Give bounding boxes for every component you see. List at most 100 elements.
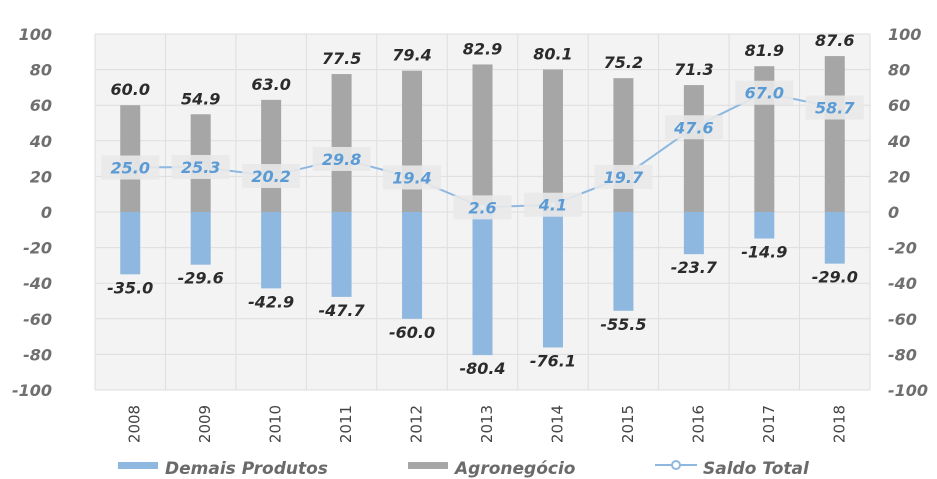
data-label-demais-produtos: -29.6 (178, 269, 224, 288)
bar-agronegocio (331, 74, 352, 212)
y-tick-left: 20 (30, 167, 52, 186)
x-tick-label: 2012 (408, 405, 426, 443)
y-tick-left: 100 (19, 25, 52, 44)
y-tick-right: 0 (888, 203, 899, 222)
data-label-agronegocio: 54.9 (181, 89, 220, 108)
data-label-agronegocio: 77.5 (322, 49, 361, 68)
data-label-saldo-bg (383, 165, 442, 190)
data-label-agronegocio: 87.6 (815, 31, 854, 50)
bar-demais-produtos (542, 212, 563, 348)
x-tick-label: 2009 (196, 405, 214, 443)
data-label-saldo-total: 25.3 (181, 158, 220, 177)
bar-agronegocio (261, 99, 282, 212)
data-label-saldo-total: 25.0 (110, 159, 149, 178)
bar-demais-produtos (261, 212, 282, 289)
bar-demais-produtos (402, 212, 423, 319)
bar-demais-produtos (683, 212, 704, 255)
y-tick-left: 60 (30, 96, 52, 115)
data-label-saldo-total: 47.6 (673, 118, 713, 137)
y-tick-left: 0 (41, 203, 52, 222)
data-label-saldo-total: 29.8 (322, 150, 361, 169)
bar-demais-produtos (190, 212, 211, 265)
x-tick-label: 2015 (619, 405, 637, 443)
x-tick-label: 2014 (548, 405, 566, 443)
data-label-saldo-bg (523, 192, 582, 217)
bar-demais-produtos (754, 212, 775, 239)
legend-label-demais: Demais Produtos (165, 459, 328, 479)
y-tick-left: 40 (29, 132, 52, 151)
bar-agronegocio (613, 78, 634, 212)
data-label-demais-produtos: -55.5 (600, 315, 646, 334)
y-tick-right: -40 (888, 274, 917, 293)
data-label-saldo-bg (242, 164, 301, 189)
x-axis: 2008 2009 2010 2011 2012 2013 2014 2015 2016 2017… (126, 405, 849, 443)
data-label-agronegocio: 63.0 (251, 75, 290, 94)
bar-demais-produtos (120, 212, 141, 275)
y-axis-left: 100 80 60 40 20 0 -20 -40 -60 -80 -100 (12, 25, 52, 400)
x-tick-label: 2013 (478, 405, 496, 443)
data-label-saldo-bg (735, 80, 794, 105)
data-label-saldo-bg (453, 195, 512, 220)
y-tick-right: 40 (887, 132, 910, 151)
data-label-agronegocio: 75.2 (604, 53, 643, 72)
y-tick-right: -20 (888, 239, 917, 258)
legend-label-agro: Agronegócio (453, 459, 576, 479)
data-label-saldo-total: 4.1 (538, 196, 567, 215)
x-tick-label: 2008 (126, 405, 144, 443)
data-label-demais-produtos: -23.7 (671, 258, 718, 277)
legend-marker-saldo (671, 460, 681, 470)
data-label-agronegocio: 71.3 (674, 60, 713, 79)
y-tick-left: -100 (12, 381, 52, 400)
bar-demais-produtos (472, 212, 493, 356)
y-tick-left: -20 (23, 239, 52, 258)
data-label-saldo-bg (664, 115, 723, 140)
data-labels: 60.0 -35.0 25.0 54.9 -29.6 25.3 63.0 -42.9 20.2 7… (101, 31, 864, 378)
y-tick-right: -80 (888, 345, 917, 364)
data-label-agronegocio: 81.9 (745, 41, 784, 60)
y-tick-right: -100 (888, 381, 928, 400)
x-tick-label: 2011 (337, 405, 355, 443)
y-axis-right: 100 80 60 40 20 0 -20 -40 -60 -80 -100 (887, 25, 928, 400)
data-label-demais-produtos: -47.7 (319, 301, 366, 320)
data-label-saldo-bg (805, 95, 864, 120)
data-label-saldo-total: 67.0 (745, 84, 784, 103)
bar-agronegocio (402, 70, 423, 212)
data-label-agronegocio: 60.0 (110, 80, 149, 99)
y-tick-left: -60 (23, 310, 52, 329)
bar-agronegocio (683, 85, 704, 212)
data-label-demais-produtos: -14.9 (741, 243, 787, 262)
y-tick-right: 20 (888, 167, 910, 186)
y-tick-left: 80 (30, 61, 52, 80)
x-tick-label: 2010 (267, 405, 285, 443)
data-label-saldo-total: 19.4 (392, 168, 431, 187)
x-tick-label: 2018 (830, 405, 848, 443)
y-tick-left: -40 (23, 274, 52, 293)
legend: Demais Produtos Agronegócio Saldo Total (118, 459, 810, 479)
bar-agronegocio (824, 56, 845, 213)
legend-swatch-agro (408, 462, 448, 469)
data-label-saldo-bg (101, 155, 160, 180)
y-tick-right: 60 (888, 96, 910, 115)
data-label-saldo-total: 58.7 (815, 99, 855, 118)
data-label-saldo-total: 19.7 (604, 168, 644, 187)
y-tick-right: 100 (888, 25, 921, 44)
data-label-saldo-bg (312, 146, 371, 171)
data-label-agronegocio: 82.9 (463, 39, 502, 58)
data-label-demais-produtos: -29.0 (812, 268, 858, 287)
y-tick-right: 80 (888, 61, 910, 80)
bar-demais-produtos (331, 212, 352, 297)
data-label-demais-produtos: -80.4 (459, 359, 505, 378)
legend-label-saldo: Saldo Total (703, 459, 810, 479)
data-label-saldo-total: 2.6 (468, 198, 496, 217)
data-label-saldo-bg (594, 164, 653, 189)
x-tick-label: 2017 (760, 405, 778, 443)
data-label-demais-produtos: -42.9 (248, 292, 294, 311)
bar-agronegocio (542, 69, 563, 212)
data-label-demais-produtos: -76.1 (530, 351, 576, 370)
bar-agronegocio (472, 64, 493, 212)
data-label-saldo-total: 20.2 (251, 167, 290, 186)
x-tick-label: 2016 (689, 405, 707, 443)
data-label-saldo-bg (171, 154, 230, 179)
bar-demais-produtos (824, 212, 845, 264)
